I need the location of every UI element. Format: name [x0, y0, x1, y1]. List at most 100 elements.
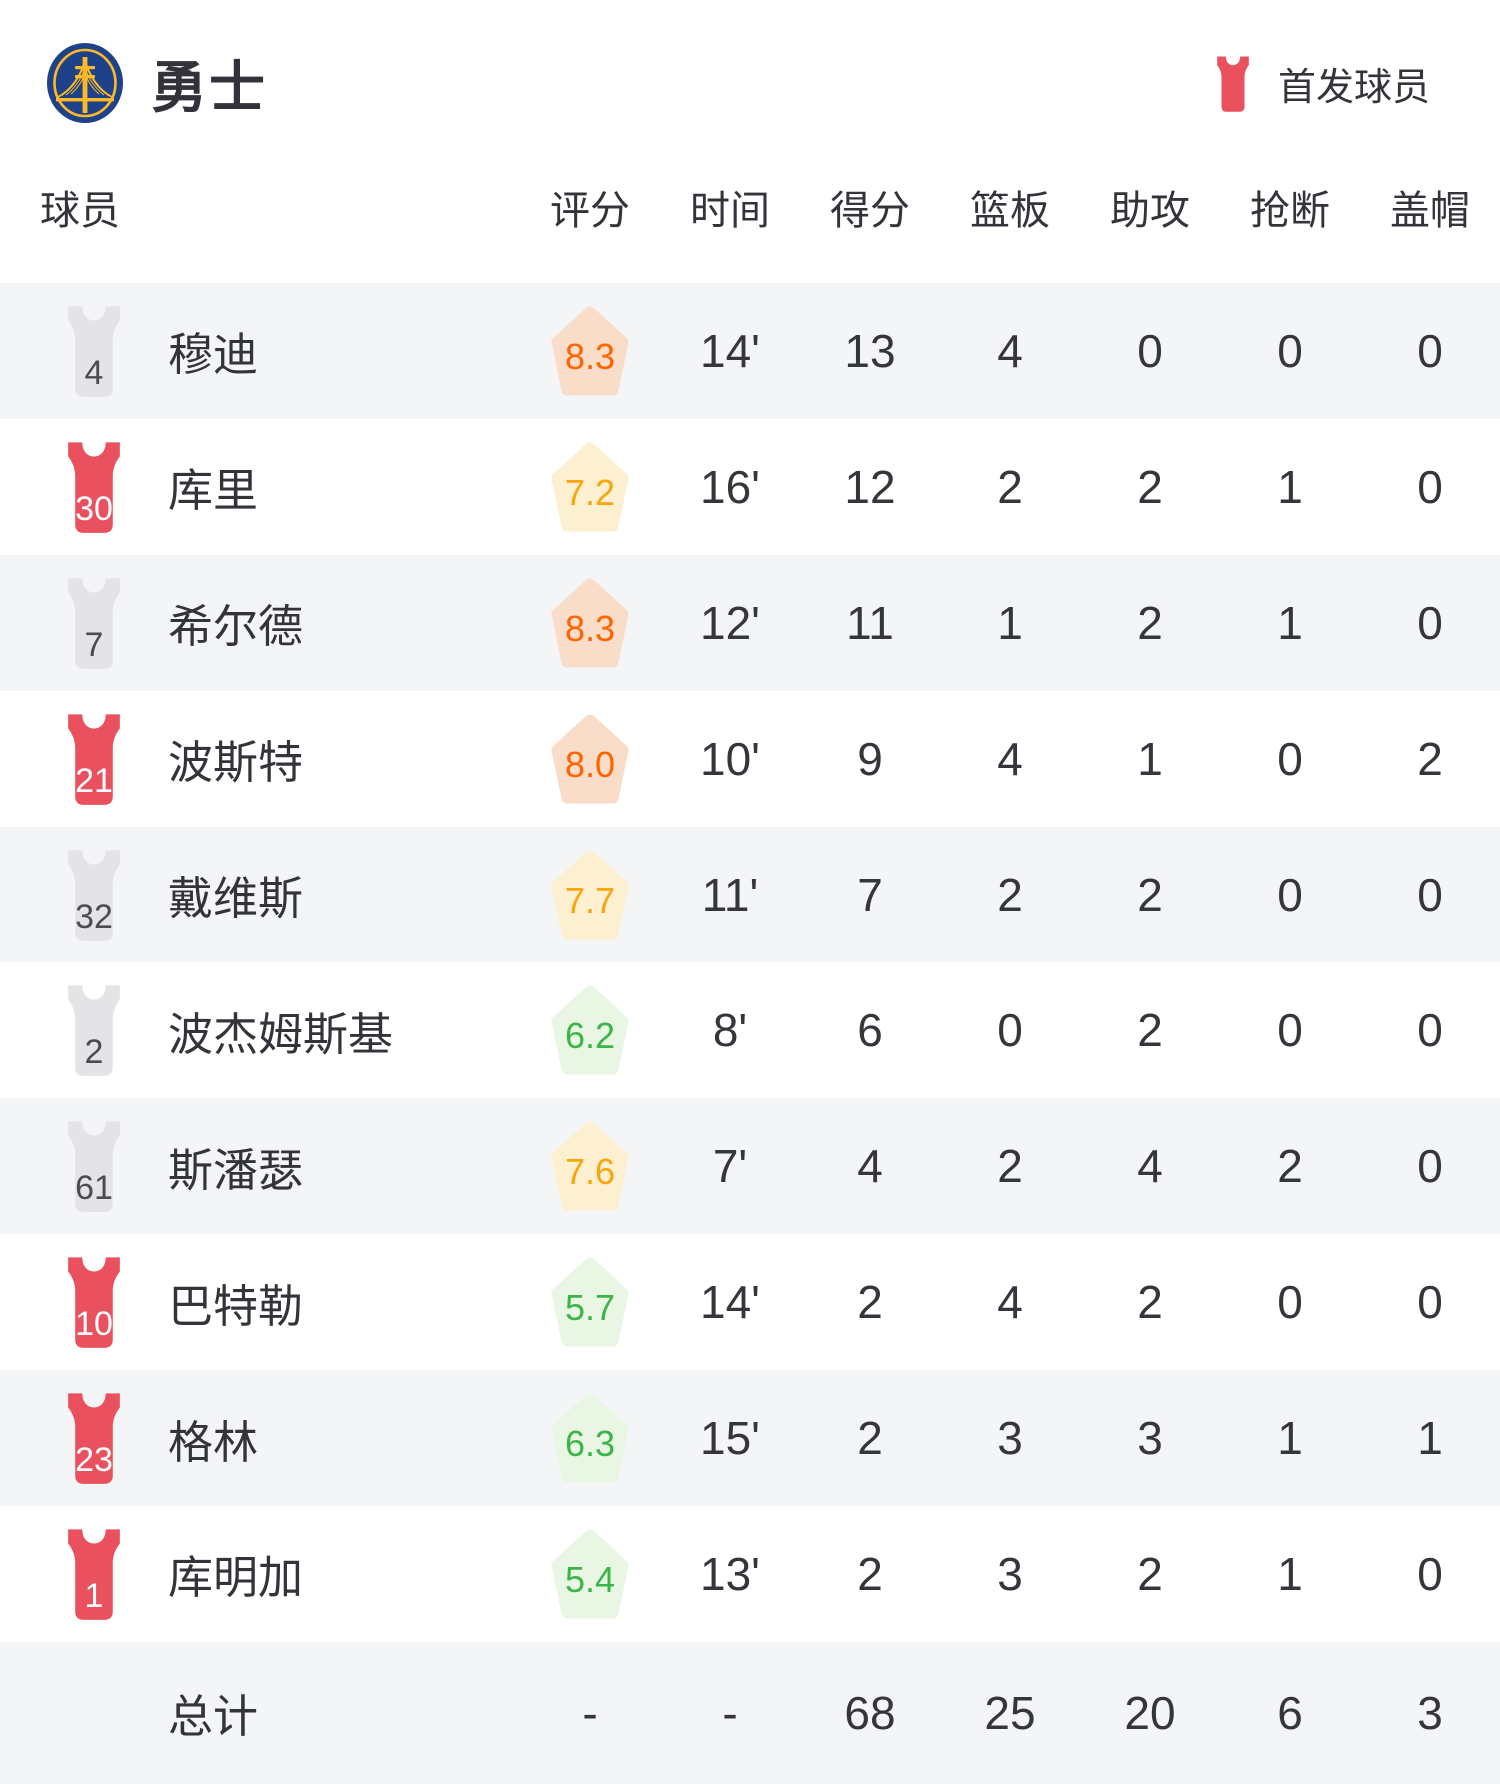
rating-badge: 7.7	[550, 849, 630, 941]
rating-value: 7.6	[564, 1151, 616, 1193]
col-header-assists: 助攻	[1110, 189, 1190, 233]
blocks-value: 0	[1417, 460, 1443, 513]
jersey-number: 23	[75, 1441, 113, 1480]
rating-badge: 5.7	[550, 1256, 630, 1348]
blocks-value: 0	[1417, 596, 1443, 649]
col-header-points: 得分	[830, 189, 910, 233]
rebounds-value: 2	[997, 868, 1023, 921]
player-name: 格林	[168, 1416, 259, 1468]
jersey-icon: 21	[56, 712, 132, 806]
jersey-icon: 23	[56, 1391, 132, 1485]
player-name: 希尔德	[168, 601, 304, 653]
jersey-number: 32	[75, 897, 113, 936]
rating-badge: 5.4	[550, 1528, 630, 1620]
table-row[interactable]: 10 巴特勒 5.7 14' 2 4 2 0 0	[0, 1234, 1500, 1370]
jersey-icon: 30	[56, 440, 132, 534]
jersey-icon: 4	[56, 304, 132, 398]
jersey-icon: 61	[56, 1119, 132, 1213]
rating-badge: 6.2	[550, 984, 630, 1076]
player-name: 穆迪	[168, 329, 259, 381]
rating-badge: 8.0	[550, 713, 630, 805]
assists-value: 3	[1137, 1412, 1163, 1465]
time-value: 8'	[712, 1004, 748, 1057]
time-value: 11'	[701, 868, 759, 921]
jersey-number: 10	[75, 1305, 113, 1344]
jersey-number: 4	[84, 353, 104, 392]
table-row[interactable]: 1 库明加 5.4 13' 2 3 2 1 0	[0, 1506, 1500, 1642]
table-row[interactable]: 2 波杰姆斯基 6.2 8' 6 0 2 0 0	[0, 962, 1500, 1098]
table-body: 4 穆迪 8.3 14' 13 4 0 0 0 30 库	[0, 283, 1500, 1642]
assists-value: 2	[1137, 596, 1163, 649]
assists-value: 1	[1137, 732, 1163, 785]
assists-value: 2	[1137, 460, 1163, 513]
player-name: 库明加	[168, 1552, 304, 1604]
rebounds-value: 4	[997, 732, 1023, 785]
steals-value: 0	[1277, 1004, 1303, 1057]
rating-badge: 8.3	[550, 577, 630, 669]
jersey-icon: 2	[56, 983, 132, 1077]
assists-value: 2	[1137, 1004, 1163, 1057]
rating-value: 8.0	[564, 743, 616, 785]
table-row[interactable]: 7 希尔德 8.3 12' 11 1 2 1 0	[0, 554, 1500, 691]
rebounds-value: 4	[997, 1276, 1023, 1329]
jersey-number: 21	[75, 761, 113, 800]
blocks-value: 0	[1417, 324, 1443, 377]
total-label: 总计	[168, 1691, 259, 1743]
table-header-row: 球员 评分 时间 得分 篮板 助攻 抢断 盖帽	[0, 166, 1500, 283]
rating-value: 7.7	[564, 879, 616, 921]
rebounds-value: 4	[997, 324, 1023, 377]
points-value: 13	[844, 324, 896, 377]
assists-value: 0	[1137, 324, 1163, 377]
points-value: 9	[857, 732, 883, 785]
blocks-value: 0	[1417, 1547, 1443, 1600]
starter-jersey-icon	[1210, 55, 1256, 112]
blocks-value: 0	[1417, 1004, 1443, 1057]
jersey-icon: 32	[56, 848, 132, 942]
time-value: 15'	[700, 1412, 760, 1465]
assists-value: 2	[1137, 1547, 1163, 1600]
starter-legend: 首发球员	[1210, 55, 1430, 112]
steals-value: 2	[1277, 1140, 1303, 1193]
jersey-icon: 7	[56, 576, 132, 670]
jersey-icon: 1	[56, 1527, 132, 1621]
rebounds-value: 3	[997, 1412, 1023, 1465]
time-value: 10'	[700, 732, 760, 785]
points-value: 2	[857, 1276, 883, 1329]
table-row[interactable]: 32 戴维斯 7.7 11' 7 2 2 0 0	[0, 826, 1500, 963]
time-value: 13'	[700, 1547, 760, 1600]
table-row[interactable]: 21 波斯特 8.0 10' 9 4 1 0 2	[0, 691, 1500, 827]
rebounds-value: 3	[997, 1547, 1023, 1600]
table-row[interactable]: 30 库里 7.2 16' 12 2 2 1 0	[0, 419, 1500, 555]
col-header-player: 球员	[40, 189, 120, 233]
col-header-rating: 评分	[550, 189, 630, 233]
player-name: 波斯特	[168, 737, 304, 789]
total-blocks: 3	[1417, 1686, 1443, 1739]
points-value: 2	[857, 1412, 883, 1465]
blocks-value: 2	[1417, 732, 1443, 785]
steals-value: 0	[1277, 732, 1303, 785]
rebounds-value: 1	[997, 596, 1023, 649]
table-row[interactable]: 4 穆迪 8.3 14' 13 4 0 0 0	[0, 283, 1500, 419]
points-value: 12	[844, 460, 896, 513]
table-row[interactable]: 23 格林 6.3 15' 2 3 3 1 1	[0, 1370, 1500, 1507]
total-row: 总计 - - 68 25 20 6 3	[0, 1641, 1500, 1784]
rebounds-value: 2	[997, 460, 1023, 513]
table-row[interactable]: 61 斯潘瑟 7.6 7' 4 2 4 2 0	[0, 1098, 1500, 1235]
col-header-rebounds: 篮板	[970, 189, 1050, 233]
blocks-value: 1	[1417, 1412, 1443, 1465]
time-value: 14'	[700, 324, 760, 377]
time-value: 14'	[700, 1276, 760, 1329]
player-name: 斯潘瑟	[168, 1144, 304, 1196]
steals-value: 1	[1277, 596, 1303, 649]
steals-value: 0	[1277, 868, 1303, 921]
player-name: 巴特勒	[168, 1280, 304, 1332]
total-assists: 20	[1124, 1686, 1176, 1739]
col-header-blocks: 盖帽	[1390, 189, 1470, 233]
player-name: 戴维斯	[168, 873, 304, 924]
total-steals: 6	[1277, 1686, 1303, 1739]
assists-value: 4	[1137, 1140, 1163, 1193]
rating-value: 6.2	[564, 1015, 616, 1057]
rating-value: 8.3	[564, 607, 616, 649]
rating-badge: 6.3	[550, 1392, 630, 1484]
